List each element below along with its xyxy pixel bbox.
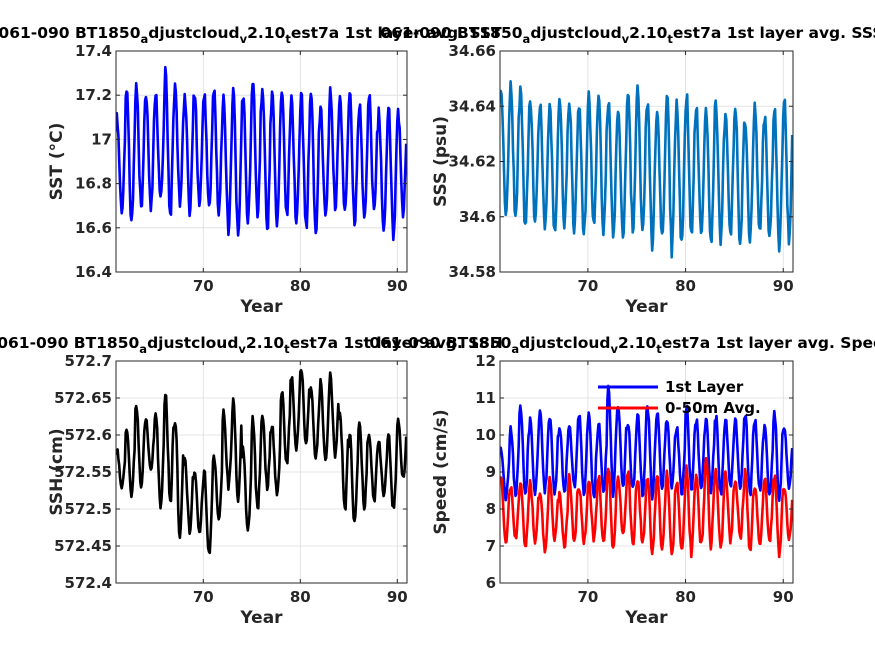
y-tick-label: 34.62 xyxy=(449,153,496,171)
x-tick-label: 70 xyxy=(577,277,598,295)
y-tick-label: 10 xyxy=(475,426,496,444)
y-tick-label: 572.7 xyxy=(65,352,112,370)
x-tick-label: 80 xyxy=(290,277,311,295)
y-axis-label: SSS (psu) xyxy=(431,116,451,207)
y-tick-label: 572.65 xyxy=(54,389,112,407)
legend-label: 1st Layer xyxy=(665,378,744,396)
series-line-1 xyxy=(116,65,407,242)
chart-title: 061-090 BT1850adjustcloudv2.10test7a 1st… xyxy=(0,24,502,46)
y-tick-label: 572.5 xyxy=(65,500,112,518)
series-line-1 xyxy=(500,384,793,502)
series-line-1 xyxy=(500,80,793,259)
subplot-3: 70 80 90 572.4 572.45 572.5 572.55 572.6 572.65 5… xyxy=(0,334,503,628)
y-tick-label: 572.55 xyxy=(54,463,112,481)
chart-title: 061-090 BT1850adjustcloudv2.10test7a 1st… xyxy=(369,334,875,356)
subplot-4: 70 80 90 6 7 8 9 10 11 12 Year Speed (cm/s) 061-090 … xyxy=(369,334,875,628)
x-tick-label: 70 xyxy=(193,277,214,295)
y-tick-label: 8 xyxy=(486,500,496,518)
chart-title: 061-090 BT1850adjustcloudv2.10test7a 1st… xyxy=(0,334,503,356)
x-axis-label: Year xyxy=(239,608,283,628)
y-tick-label: 17 xyxy=(91,130,112,148)
y-tick-label: 9 xyxy=(486,463,496,481)
x-tick-label: 80 xyxy=(675,277,696,295)
chart-title: 061-090 BT1850adjustcloudv2.10test7a 1st… xyxy=(380,24,875,46)
y-tick-label: 16.6 xyxy=(75,219,112,237)
x-tick-label: 70 xyxy=(577,588,598,606)
x-tick-label: 90 xyxy=(773,588,794,606)
y-tick-label: 12 xyxy=(475,352,496,370)
y-tick-label: 34.6 xyxy=(459,208,496,226)
x-axis-label: Year xyxy=(624,608,668,628)
y-axis-label: Speed (cm/s) xyxy=(431,409,451,534)
axes-frame xyxy=(115,50,408,273)
x-tick-label: 80 xyxy=(675,588,696,606)
subplot-1: 70 80 90 16.4 16.6 16.8 17 17.2 17.4 Year SST (°C)… xyxy=(0,24,502,317)
y-axis-label: SSH (cm) xyxy=(47,428,67,515)
y-tick-label: 34.66 xyxy=(449,42,496,60)
x-tick-label: 70 xyxy=(193,588,214,606)
legend-label: 0-50m Avg. xyxy=(665,399,761,417)
x-axis-label: Year xyxy=(624,297,668,317)
x-tick-label: 90 xyxy=(387,277,408,295)
x-axis-label: Year xyxy=(239,297,283,317)
y-tick-label: 17.2 xyxy=(75,86,112,104)
series-line-1 xyxy=(116,368,407,555)
y-tick-label: 16.8 xyxy=(75,175,112,193)
y-tick-label: 34.64 xyxy=(449,97,496,115)
subplot-2: 70 80 90 34.58 34.6 34.62 34.64 34.66 Year SSS (p… xyxy=(380,24,875,317)
y-tick-label: 16.4 xyxy=(75,263,112,281)
y-tick-label: 7 xyxy=(486,537,496,555)
y-tick-label: 6 xyxy=(486,574,496,592)
y-tick-label: 572.6 xyxy=(65,426,112,444)
x-tick-label: 80 xyxy=(290,588,311,606)
y-tick-label: 34.58 xyxy=(449,263,496,281)
y-tick-label: 572.45 xyxy=(54,537,112,555)
legend: 1st Layer 0-50m Avg. xyxy=(598,378,761,417)
y-tick-label: 11 xyxy=(475,389,496,407)
series-line-2 xyxy=(500,456,793,559)
y-tick-label: 17.4 xyxy=(75,42,112,60)
y-axis-label: SST (°C) xyxy=(47,123,67,201)
y-tick-label: 572.4 xyxy=(65,574,112,592)
x-tick-label: 90 xyxy=(387,588,408,606)
x-tick-label: 90 xyxy=(773,277,794,295)
